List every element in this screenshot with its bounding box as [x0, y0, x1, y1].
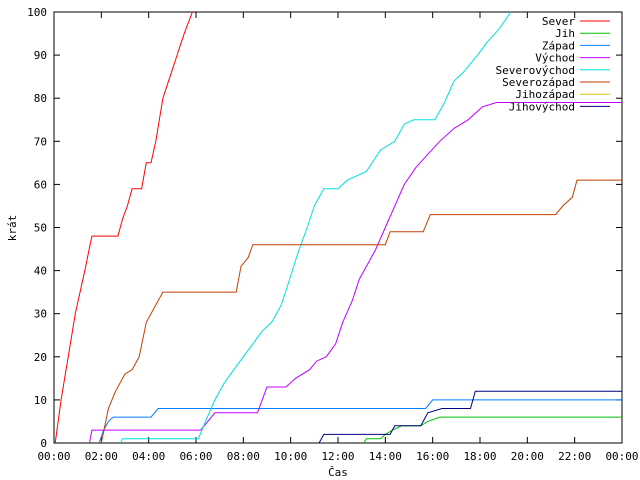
legend-label-sever: Sever [542, 15, 575, 28]
y-tick-label: 80 [34, 92, 47, 105]
x-axis-ticks: 00:00 02:00 04:00 06:00 08:00 10:00 12:00 14:00… [37, 12, 639, 463]
legend-label-severovychod: Severovýchod [496, 64, 575, 77]
x-tick-label: 16:00 [416, 450, 449, 463]
y-tick-label: 60 [34, 178, 47, 191]
y-axis-ticks: 0 10 20 30 40 50 60 70 80 90 100 [27, 6, 622, 450]
series-line-jih [363, 416, 622, 443]
legend: SeverJihZápadVýchodSeverovýchodSeverozáp… [496, 15, 610, 113]
series-line-severovychod [119, 11, 512, 443]
y-tick-label: 20 [34, 351, 47, 364]
x-tick-label: 02:00 [85, 450, 118, 463]
series-layer [54, 11, 622, 443]
x-tick-label: 00:00 [37, 450, 70, 463]
y-tick-label: 70 [34, 135, 47, 148]
y-tick-label: 40 [34, 265, 47, 278]
y-tick-label: 0 [40, 437, 47, 450]
x-tick-label: 22:00 [558, 450, 591, 463]
series-line-zapad [98, 399, 622, 443]
legend-label-jihozapad: Jihozápad [515, 88, 575, 101]
x-tick-label: 14:00 [369, 450, 402, 463]
legend-label-vychod: Východ [535, 52, 575, 65]
series-line-severozapad [100, 179, 622, 443]
legend-label-severozapad: Severozápad [502, 76, 575, 89]
y-tick-label: 50 [34, 222, 47, 235]
series-line-sever [54, 11, 193, 443]
x-tick-label: 04:00 [132, 450, 165, 463]
legend-label-zapad: Západ [542, 39, 575, 52]
x-axis-label: Čas [328, 466, 348, 479]
x-tick-label: 18:00 [463, 450, 496, 463]
x-tick-label: 00:00 [605, 450, 638, 463]
x-tick-label: 06:00 [179, 450, 212, 463]
legend-label-jih: Jih [555, 27, 575, 40]
series-line-jihovychod [318, 390, 622, 443]
series-line-vychod [89, 102, 622, 443]
y-tick-label: 100 [27, 6, 47, 19]
y-axis-label: krát [6, 215, 19, 242]
y-tick-label: 30 [34, 308, 47, 321]
x-tick-label: 10:00 [274, 450, 307, 463]
legend-label-jihovychod: Jihovýchod [509, 100, 575, 113]
x-tick-label: 20:00 [511, 450, 544, 463]
y-tick-label: 10 [34, 394, 47, 407]
x-tick-label: 08:00 [227, 450, 260, 463]
x-tick-label: 12:00 [321, 450, 354, 463]
y-tick-label: 90 [34, 49, 47, 62]
